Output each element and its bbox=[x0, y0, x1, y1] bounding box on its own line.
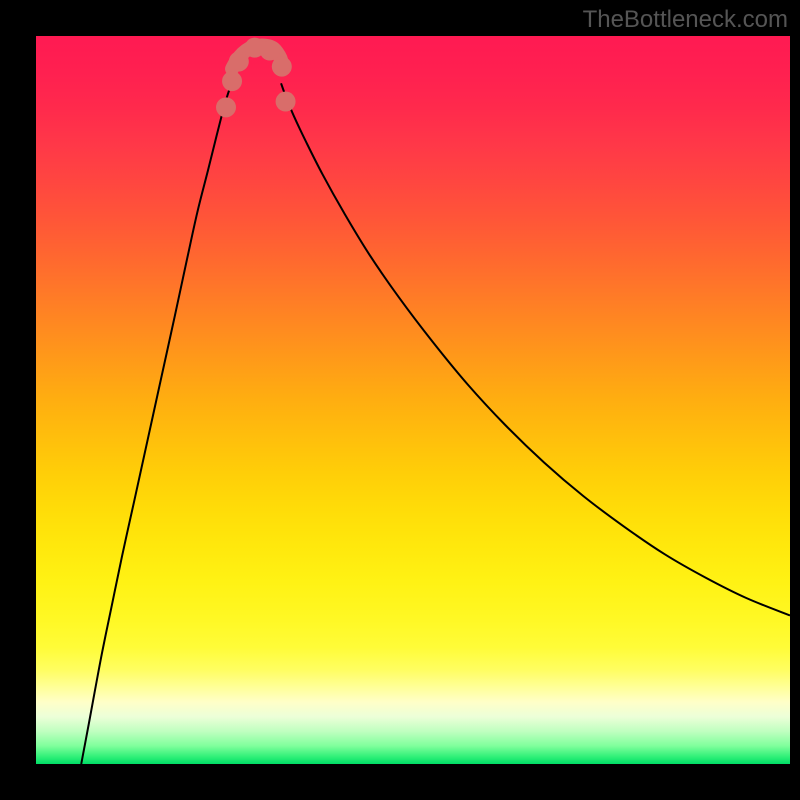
plot-area bbox=[36, 36, 790, 764]
curve-marker bbox=[272, 57, 292, 77]
marker-group bbox=[216, 38, 296, 118]
curve-layer bbox=[36, 36, 790, 764]
chart-frame: TheBottleneck.com bbox=[0, 0, 800, 800]
curve-marker bbox=[260, 41, 280, 61]
curve-marker bbox=[229, 51, 249, 71]
curve-marker bbox=[222, 71, 242, 91]
curve-marker bbox=[276, 92, 296, 112]
right-curve bbox=[281, 83, 790, 615]
curve-marker bbox=[216, 97, 236, 117]
left-curve bbox=[81, 81, 232, 764]
watermark-text: TheBottleneck.com bbox=[583, 6, 788, 34]
